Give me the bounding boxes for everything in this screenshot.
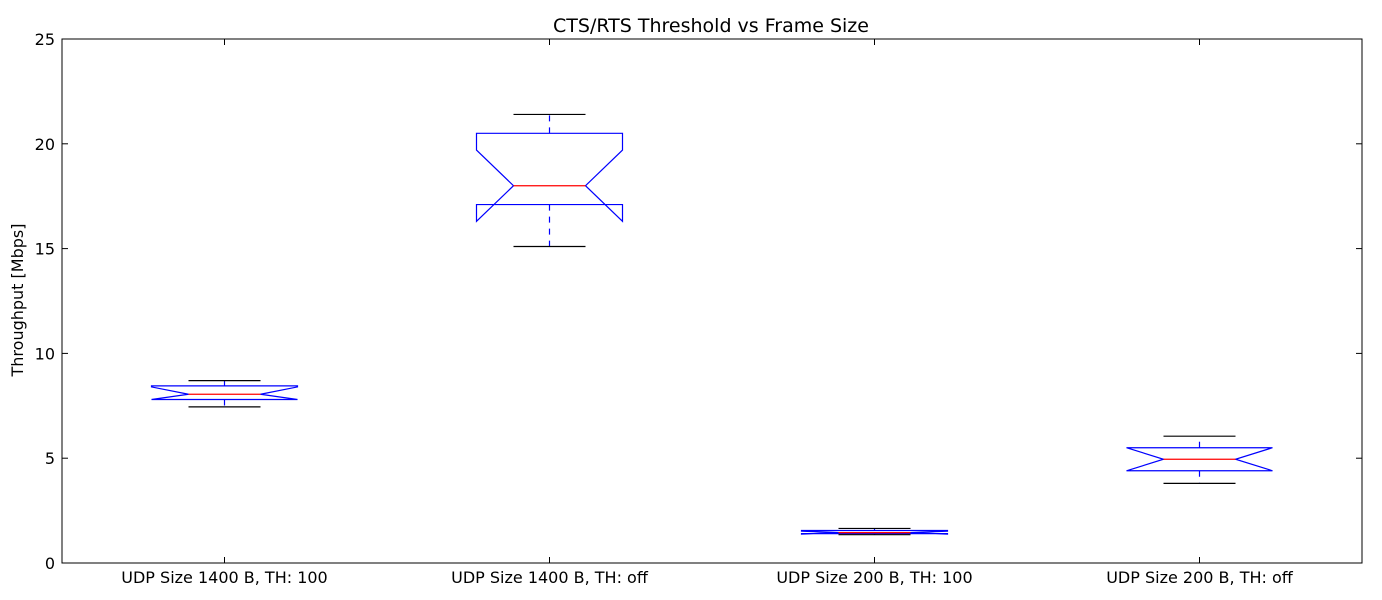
x-tick-label: UDP Size 1400 B, TH: 100 (121, 568, 327, 587)
x-tick-label: UDP Size 200 B, TH: off (1106, 568, 1294, 587)
notched-box (475, 132, 624, 223)
y-tick-label: 10 (35, 344, 55, 363)
y-tick-label: 20 (35, 135, 55, 154)
x-tick-label: UDP Size 1400 B, TH: off (451, 568, 649, 587)
y-tick-label: 0 (45, 554, 55, 573)
plot-frame (61, 38, 1363, 564)
y-tick-label: 25 (35, 30, 55, 49)
notched-box (150, 385, 299, 401)
y-tick-label: 5 (45, 449, 55, 468)
plot-area: 0 5 10 15 20 25 UDP Size 1400 B, TH: 100 UDP Si… (35, 30, 1362, 587)
x-tick-label: UDP Size 200 B, TH: 100 (776, 568, 972, 587)
y-axis-label: Throughput [Mbps] (8, 224, 27, 378)
notched-box (800, 529, 949, 535)
y-tick-label: 15 (35, 240, 55, 259)
chart-title: CTS/RTS Threshold vs Frame Size (553, 15, 869, 37)
